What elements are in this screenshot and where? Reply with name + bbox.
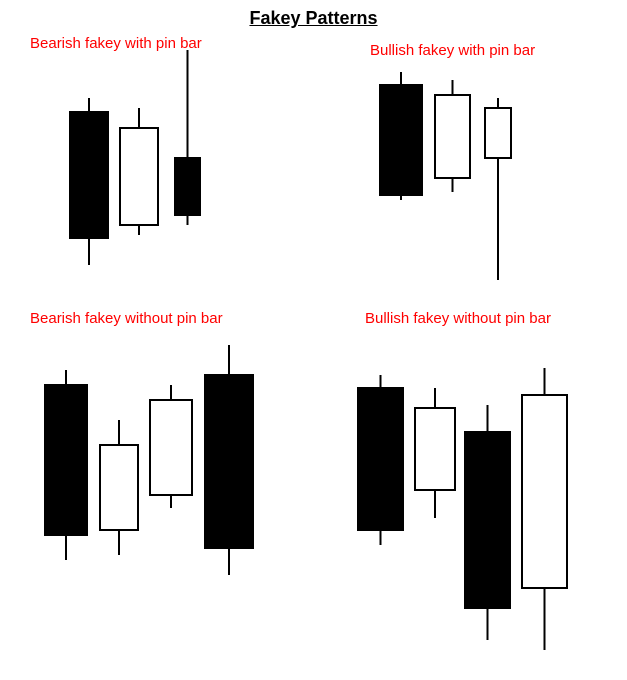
candle-body <box>485 108 511 158</box>
candle-body <box>45 385 87 535</box>
candlestick-diagram <box>0 0 627 680</box>
candle-body <box>465 432 510 608</box>
candle-body <box>150 400 192 495</box>
candle-body <box>205 375 253 548</box>
candle-body <box>415 408 455 490</box>
candle-body <box>435 95 470 178</box>
candle-body <box>70 112 108 238</box>
candle-body <box>380 85 422 195</box>
candle-body <box>100 445 138 530</box>
candle-body <box>175 158 200 215</box>
candle-body <box>120 128 158 225</box>
candle-body <box>522 395 567 588</box>
candle-body <box>358 388 403 530</box>
